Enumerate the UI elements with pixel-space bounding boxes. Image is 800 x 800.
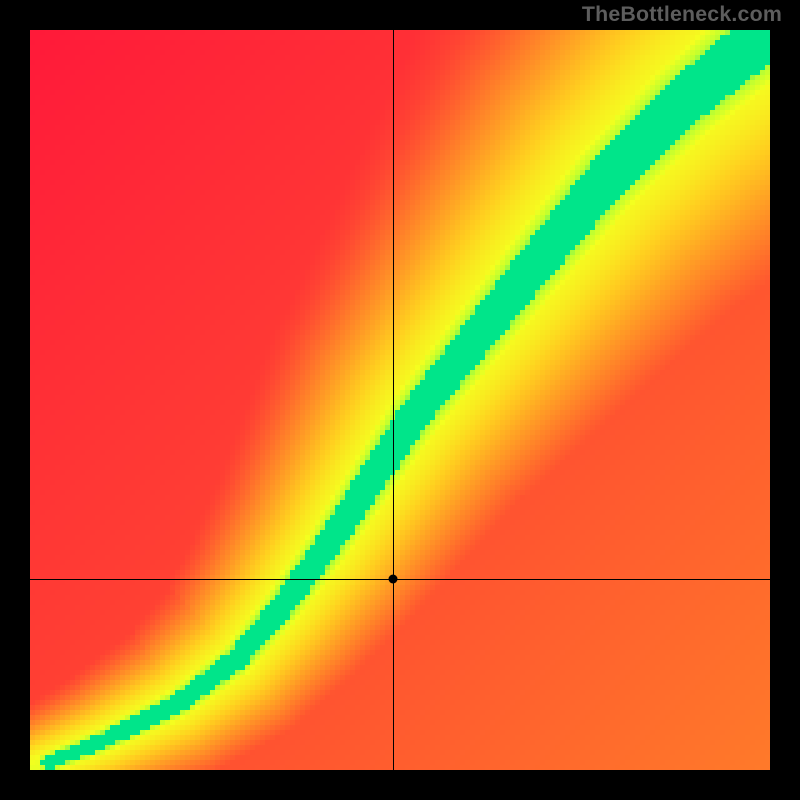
crosshair-horizontal (30, 579, 770, 580)
crosshair-vertical (393, 30, 394, 770)
figure-frame: TheBottleneck.com (0, 0, 800, 800)
bottleneck-heatmap (30, 30, 770, 770)
watermark-text: TheBottleneck.com (582, 2, 782, 27)
crosshair-marker (388, 575, 397, 584)
